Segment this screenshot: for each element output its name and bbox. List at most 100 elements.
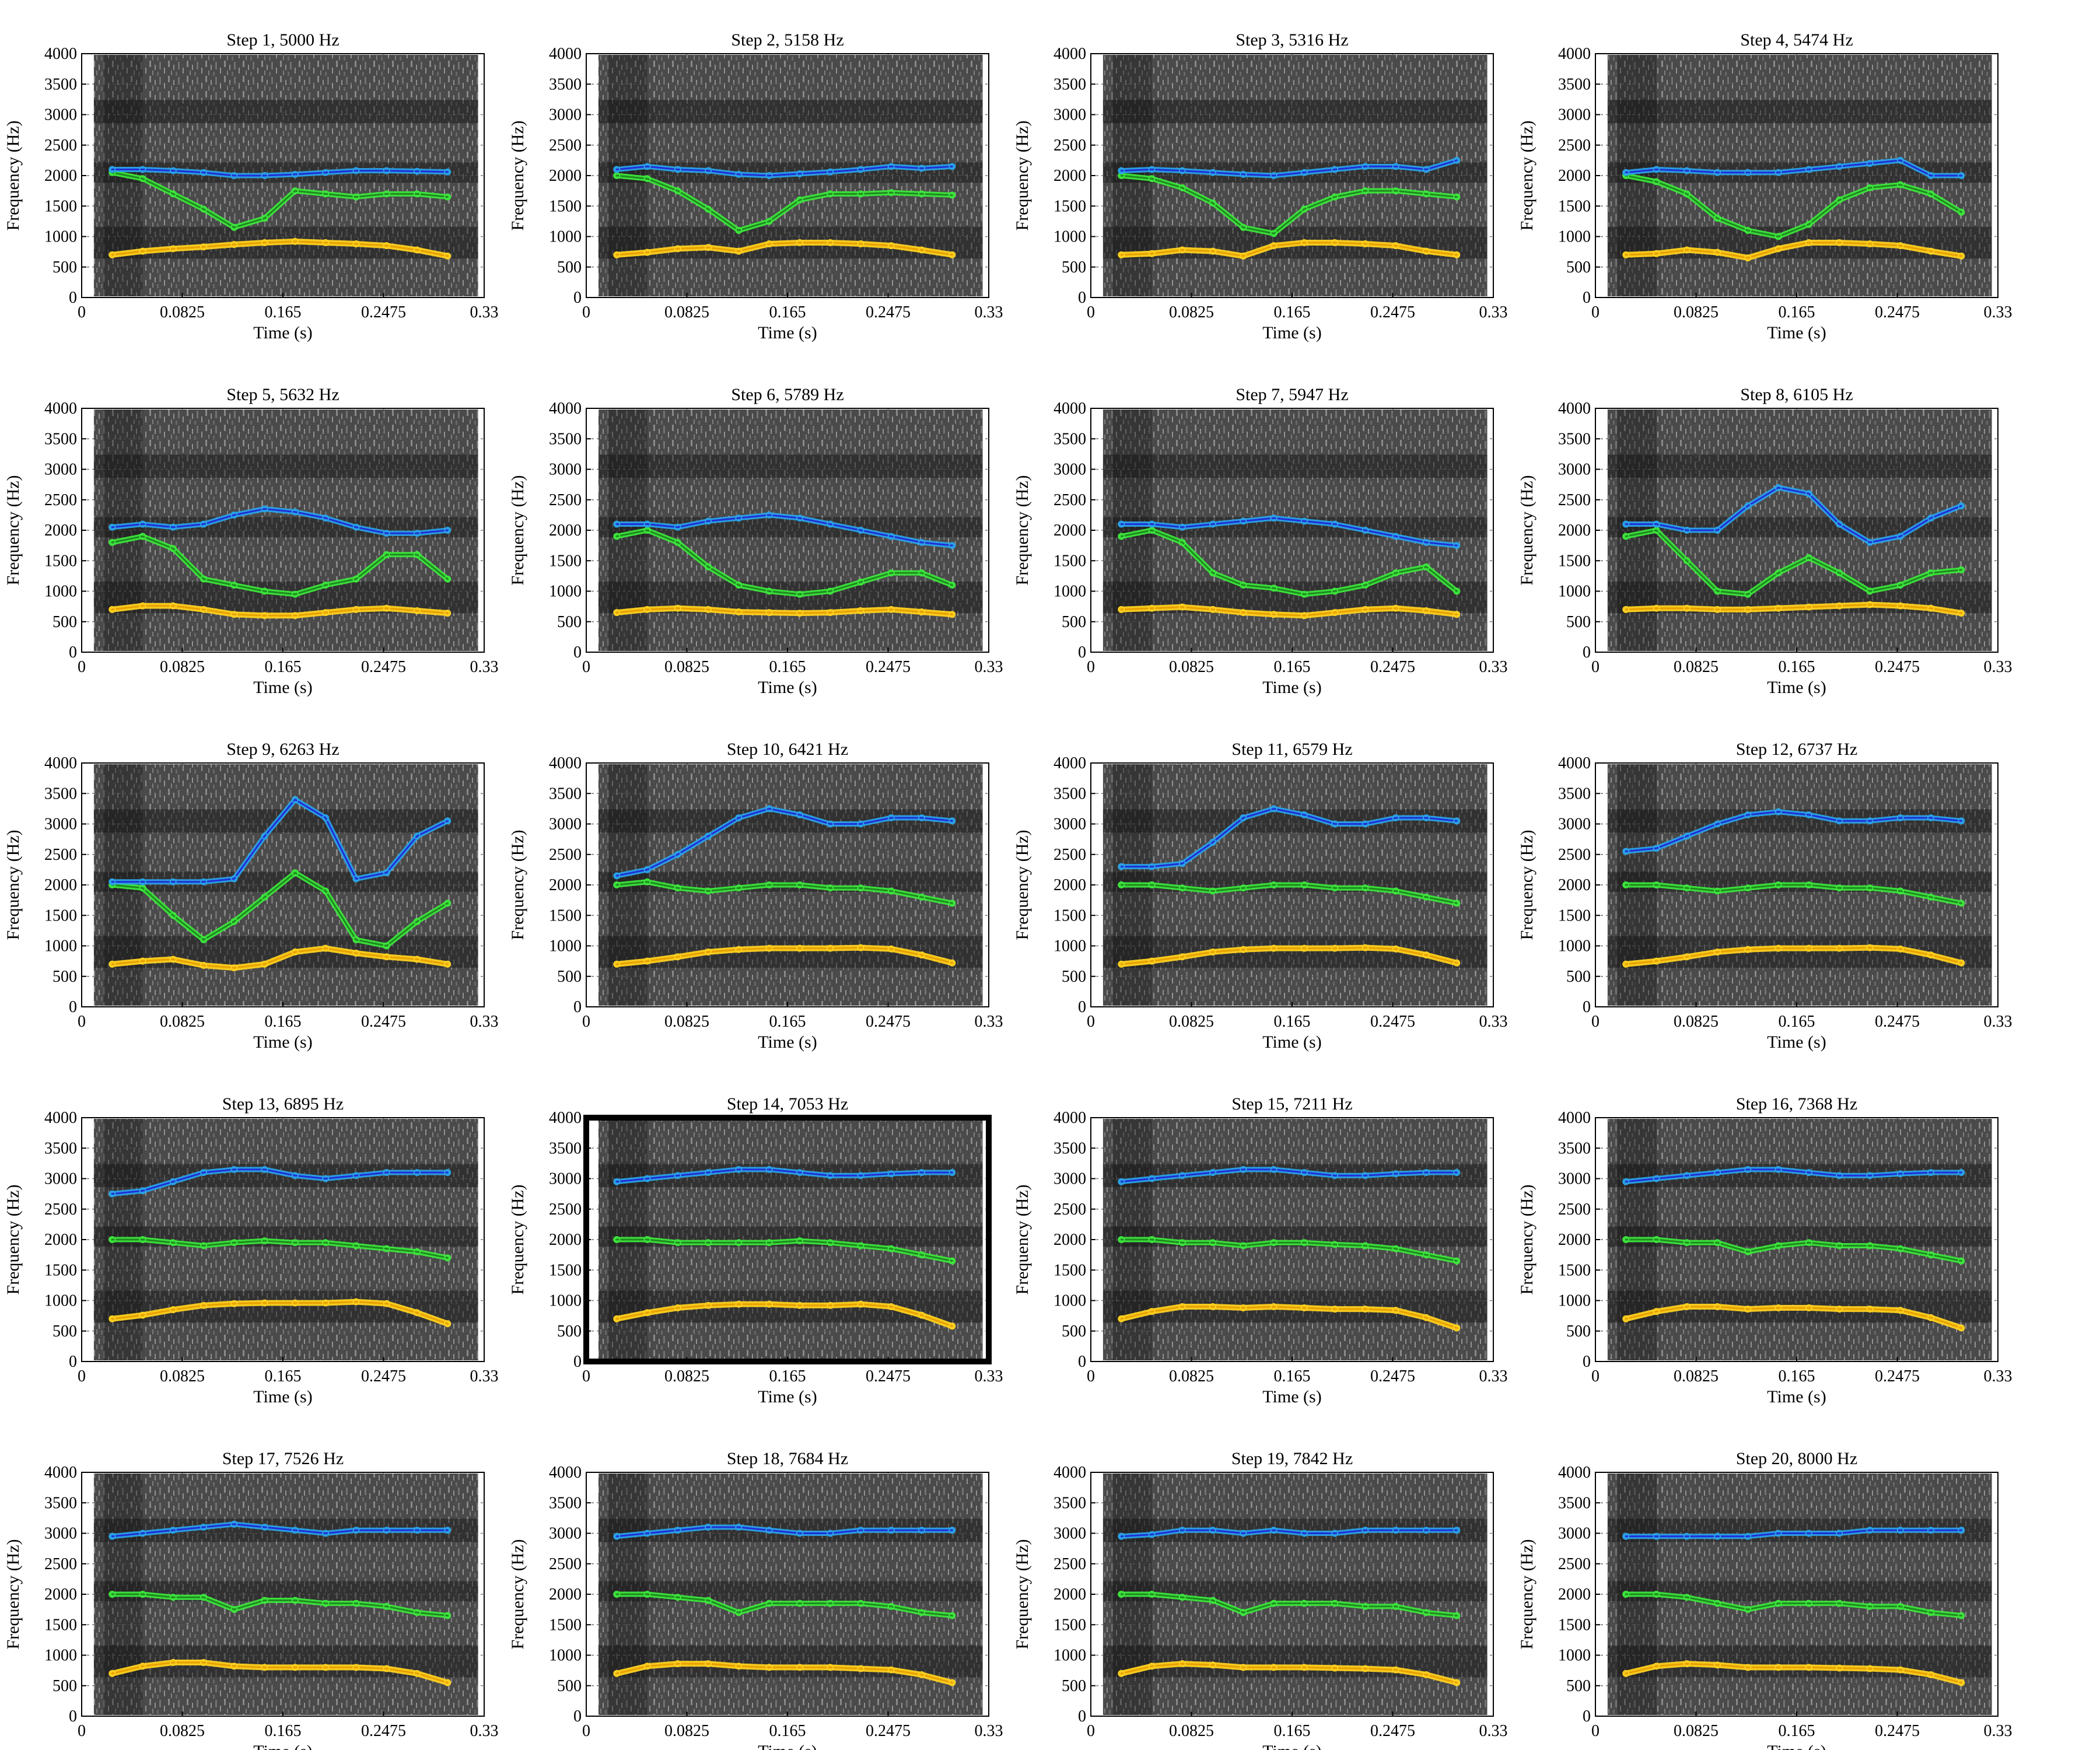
formant-track-f1-point [1209, 1303, 1217, 1310]
y-tick-label: 2500 [1054, 846, 1086, 864]
y-tick-label: 1000 [1054, 583, 1086, 601]
y-tick-label: 500 [1062, 968, 1086, 986]
x-tick-label: 0.33 [1984, 658, 2013, 676]
formant-track-f3-point [1896, 814, 1904, 822]
formant-track-f3-point [1118, 1532, 1125, 1540]
y-tick-label: 1000 [1558, 1647, 1591, 1665]
x-tick-label: 0 [1591, 1367, 1600, 1385]
formant-track-f2-point [108, 1591, 116, 1598]
y-tick-label: 4000 [44, 1109, 77, 1127]
formant-track-f2-point [705, 563, 712, 570]
spectrogram-panel: Step 15, 7211 Hz 0 0.0825 0.165 0.2475 0.33 0 5… [1013, 1094, 1508, 1406]
formant-track-f1-point [613, 1670, 621, 1677]
y-tick-label: 2500 [549, 1555, 582, 1573]
y-tick-label: 2000 [44, 522, 77, 540]
formant-track-f1-point [613, 1315, 621, 1322]
formant-track-f2-point [1927, 569, 1934, 577]
energy-band [1102, 1645, 1488, 1678]
formant-track-f3-point [1896, 1527, 1904, 1534]
formant-track-f1-point [1300, 1664, 1308, 1671]
formant-track-f1-point [765, 609, 773, 617]
y-tick-label: 4000 [44, 45, 77, 63]
y-tick-label: 3500 [44, 430, 77, 448]
y-tick-label: 1500 [1558, 1616, 1591, 1634]
formant-track-f3-point [1805, 811, 1812, 818]
x-axis-label: Time (s) [1767, 1742, 1826, 1750]
formant-track-f3-point [1683, 1532, 1690, 1540]
formant-track-f3-point [444, 527, 452, 534]
y-tick-label: 4000 [1054, 400, 1086, 418]
formant-track-f2-point [1805, 1600, 1812, 1607]
formant-track-f2-point [414, 1609, 421, 1616]
formant-track-f1-point [1392, 1307, 1399, 1314]
x-tick-label: 0.165 [265, 1722, 302, 1740]
x-tick-label: 0 [582, 303, 590, 321]
formant-track-f3-fit [111, 799, 449, 883]
formant-track-f1-point [1896, 1307, 1904, 1314]
formant-track-f1-point [643, 1309, 651, 1317]
formant-track-f1-point [1270, 242, 1278, 250]
formant-track-f3-point [1683, 832, 1690, 840]
energy-band [598, 936, 983, 968]
formant-track-f1-point [444, 1679, 452, 1686]
formant-track-f1-point [1270, 944, 1278, 952]
formant-track-f2-point [643, 175, 651, 183]
formant-track-f3-point [1270, 1166, 1278, 1173]
formant-track-f1-point [1392, 604, 1399, 612]
energy-band [93, 1290, 478, 1323]
formant-track-f3-point [1653, 1175, 1660, 1182]
y-tick-label: 4000 [1054, 45, 1086, 63]
formant-track-f3-point [1836, 817, 1843, 825]
formant-track-f2-point [857, 578, 864, 586]
formant-track-f2-point [705, 205, 712, 213]
formant-track-f3-point [1240, 170, 1247, 178]
y-tick-label: 500 [1566, 968, 1591, 986]
formant-track-f2-fit [111, 172, 449, 229]
formant-track-f3-point [1866, 160, 1874, 167]
formant-track-f3-point [1148, 1175, 1156, 1182]
y-tick-label: 500 [52, 613, 77, 631]
formant-track-f2-point [918, 1251, 925, 1259]
x-tick-label: 0.0825 [160, 303, 205, 321]
formant-track-f3-point [1453, 1169, 1461, 1177]
formant-track-f3-point [1927, 514, 1934, 522]
formant-track-f1-point [1714, 249, 1721, 256]
formant-track-f3-point [261, 172, 268, 179]
energy-band [1607, 100, 1992, 124]
x-tick-label: 0 [582, 1367, 590, 1385]
x-tick-label: 0.2475 [1875, 303, 1920, 321]
x-tick-label: 0 [78, 1722, 86, 1740]
y-tick-label: 3500 [549, 430, 582, 448]
x-tick-label: 0.0825 [1169, 303, 1214, 321]
formant-track-f2-point [200, 1594, 208, 1601]
formant-track-f2-point [1866, 184, 1874, 191]
y-tick-label: 2000 [1054, 1586, 1086, 1604]
y-tick-label: 3000 [549, 461, 582, 479]
formant-track-f1-point [1622, 251, 1630, 258]
formant-track-f2-point [169, 545, 177, 552]
y-tick-label: 4000 [1558, 754, 1591, 772]
formant-track-f3-point [169, 1178, 177, 1185]
formant-track-f2-point [1362, 1242, 1369, 1250]
formant-track-f2-point [1927, 190, 1934, 198]
y-tick-label: 1000 [549, 1292, 582, 1310]
formant-track-f2-point [1958, 1612, 1965, 1619]
formant-track-f1-point [1453, 959, 1461, 967]
formant-track-f1-point [949, 611, 956, 618]
formant-track-f1-point [1683, 246, 1690, 254]
formant-track-f2-point [1453, 193, 1461, 201]
formant-track-f3-point [1805, 1169, 1812, 1177]
spectrogram-panel: Step 3, 5316 Hz 0 0.0825 0.165 0.2475 0.33 0 50… [1013, 30, 1508, 342]
formant-track-f2-point [1392, 569, 1399, 577]
formant-track-f1-point [1958, 252, 1965, 260]
formant-track-f3-point [108, 166, 116, 173]
y-tick-label: 3000 [1558, 816, 1591, 834]
formant-track-f2-fit [1120, 529, 1458, 596]
formant-track-f2-point [1392, 1602, 1399, 1610]
formant-track-f3-point [1744, 811, 1752, 818]
x-tick-label: 0.33 [975, 658, 1003, 676]
formant-track-f2-point [352, 1242, 360, 1250]
formant-track-f3-point [1392, 1170, 1399, 1178]
formant-track-f1-point [1209, 948, 1217, 956]
x-tick-label: 0.165 [1274, 658, 1311, 676]
